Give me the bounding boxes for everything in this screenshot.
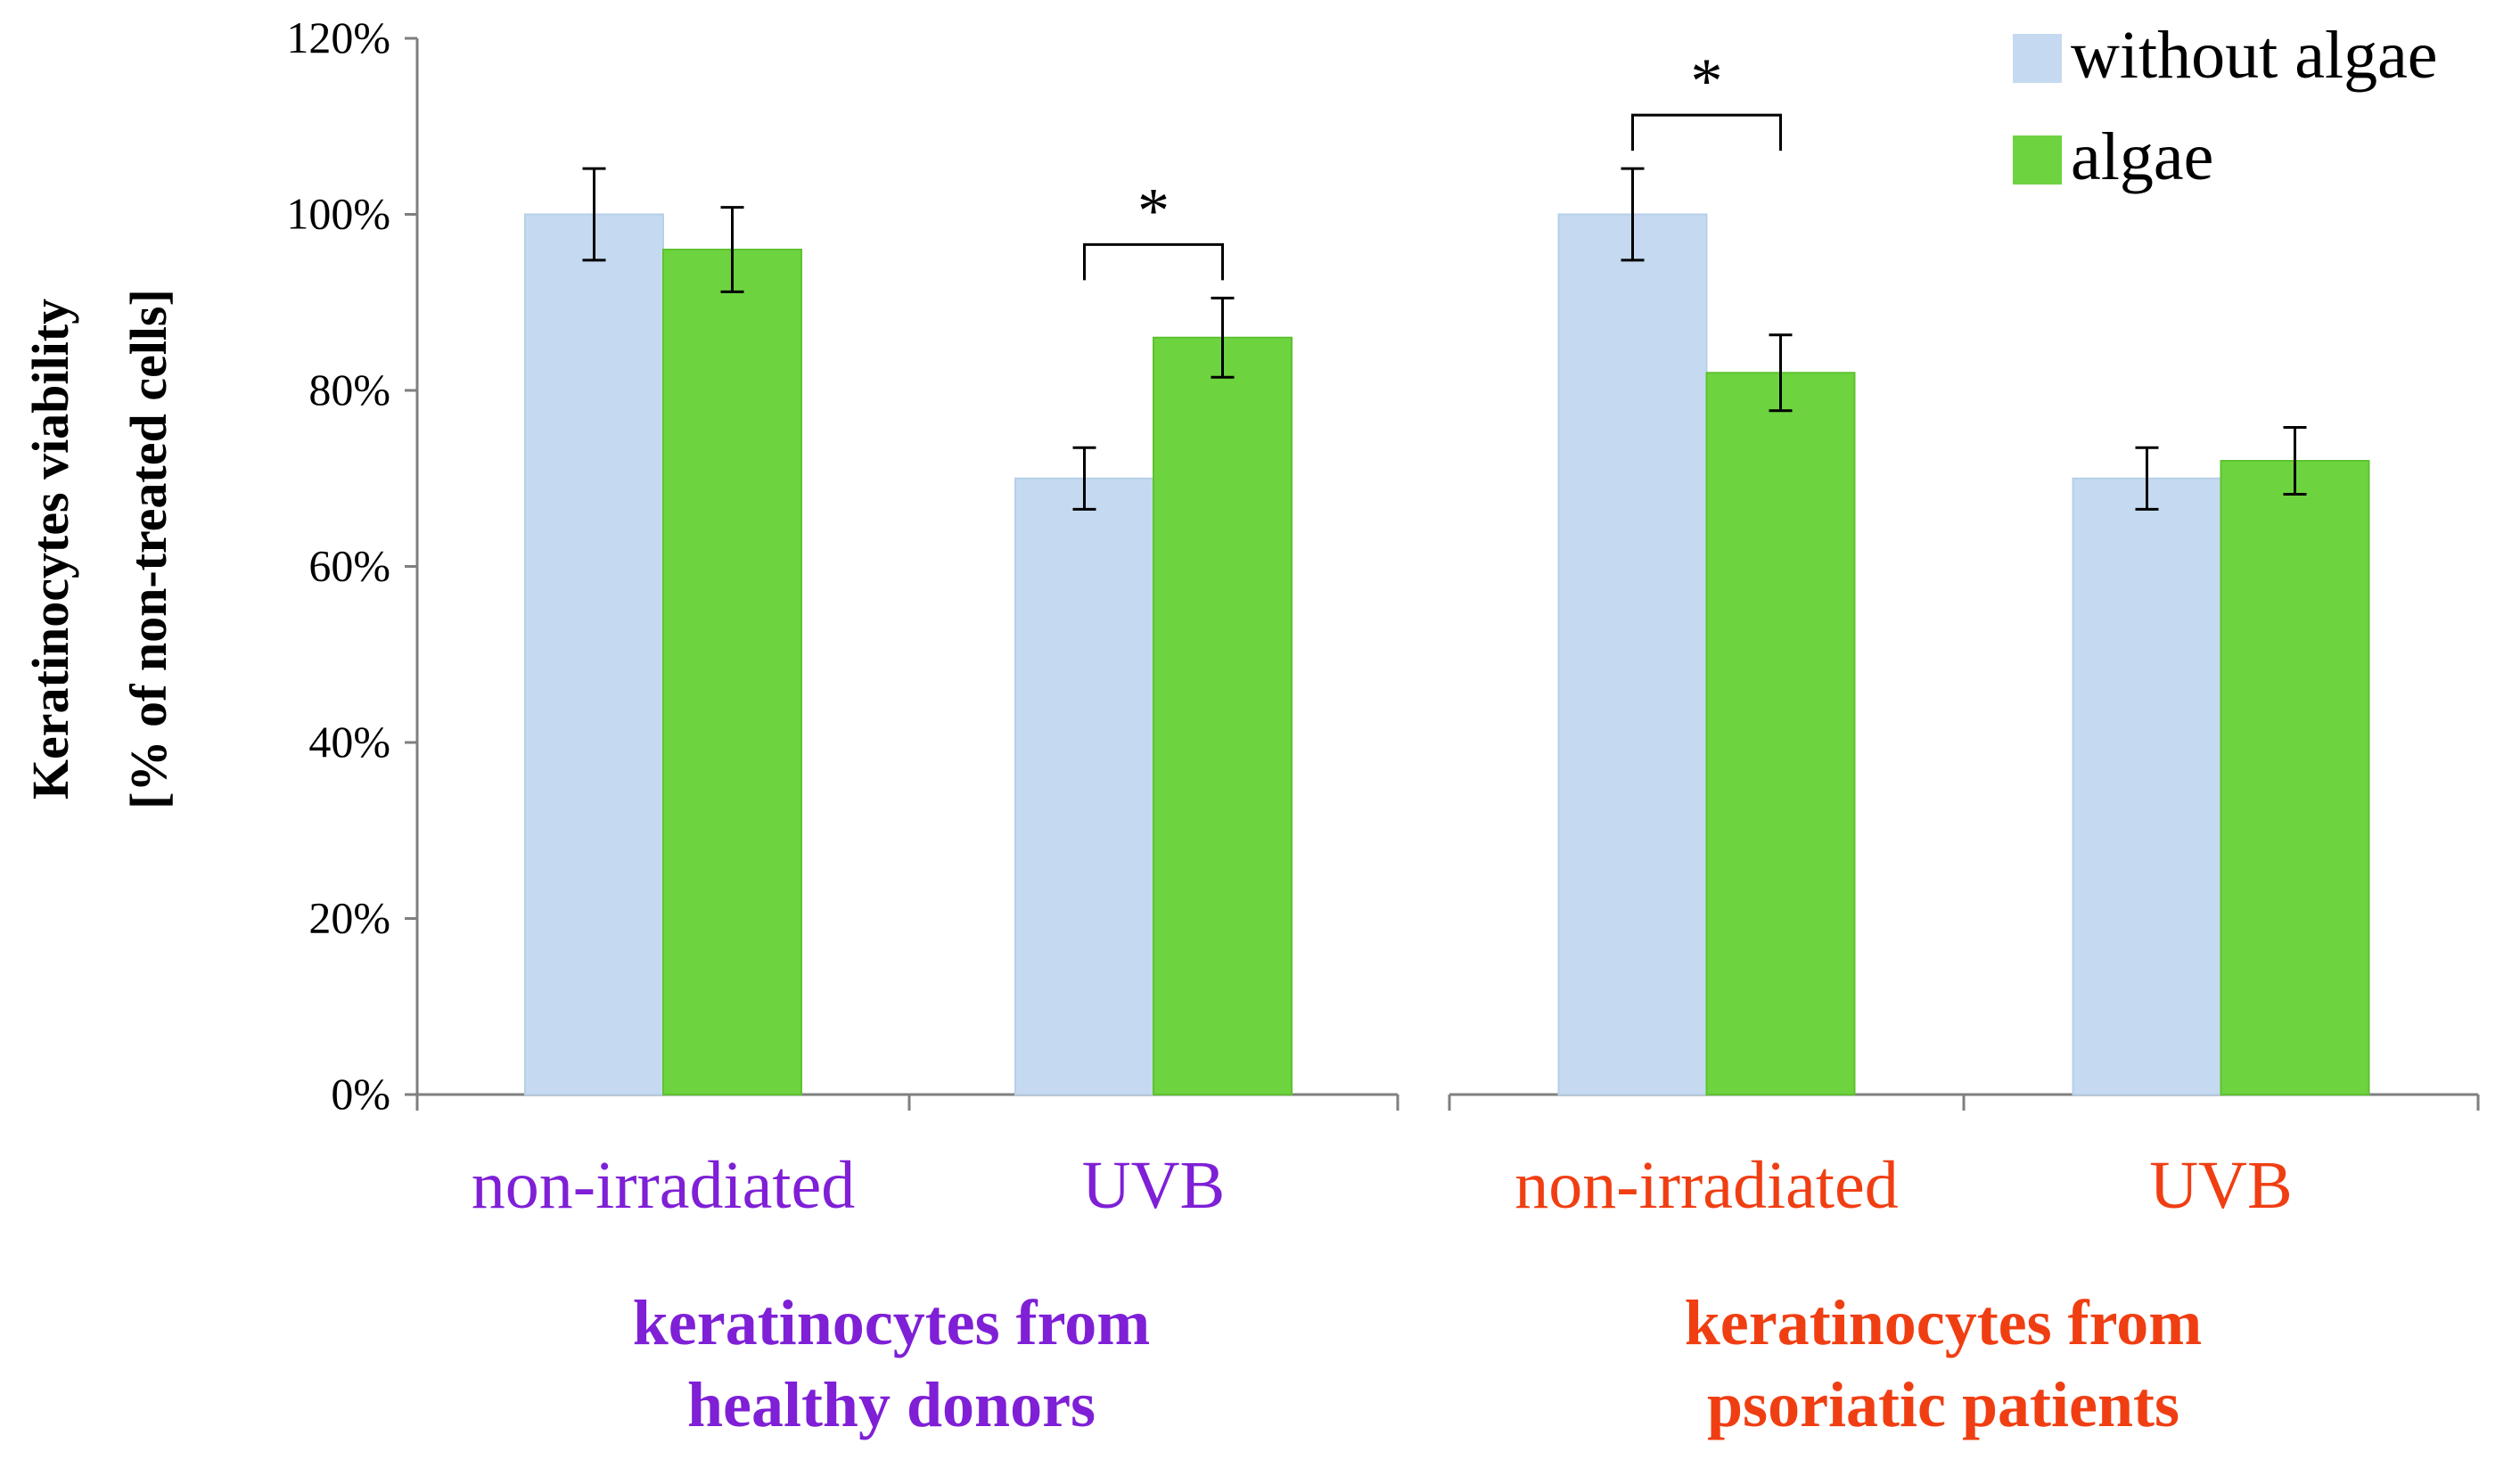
legend-swatch-algae [2013,135,2062,185]
group-label-line-1: keratinocytes from [633,1287,1151,1358]
bar-algae [1153,336,1293,1095]
category-label: non-irradiated [472,1148,855,1223]
bar-algae [1705,372,1856,1095]
bar-algae [2220,460,2370,1095]
category-labels: non-irradiated UVB non-irradiated UVB [472,1148,2293,1223]
bar-without-algae [524,213,664,1095]
category-label: UVB [2149,1148,2292,1223]
legend: without algae algae [2013,18,2438,194]
y-axis-title-line-1: Keratinocytes viability [21,299,79,800]
group-label-line-1: keratinocytes from [1685,1287,2203,1358]
bar-without-algae [1014,477,1154,1095]
y-tick-label: 100% [286,189,390,239]
error-bars [582,167,2307,511]
legend-label: without algae [2071,18,2438,93]
significance-markers: ** [1083,45,1782,281]
bar-without-algae [1557,213,1708,1095]
x-axis [415,1093,2480,1111]
significance-star: * [1137,175,1170,246]
category-label: UVB [1082,1148,1225,1223]
bar-without-algae [2072,477,2222,1095]
group-label-line-2: healthy donors [687,1369,1096,1440]
significance-bracket [1631,113,1782,152]
significance-star: * [1691,45,1723,117]
y-tick-label: 40% [308,717,390,767]
y-axis: 0% 20% 40% 60% 80% 100% 120% [286,12,419,1119]
category-label: non-irradiated [1514,1148,1898,1223]
legend-label: algae [2071,119,2213,194]
group-label-line-2: psoriatic patients [1707,1369,2179,1440]
y-axis-label: Keratinocytes viability [% of non-treated… [21,289,177,809]
y-axis-title-line-2: [% of non-treated cells] [119,289,177,809]
y-tick-label: 120% [286,12,390,62]
y-tick-label: 20% [308,893,390,943]
y-tick-label: 0% [331,1069,390,1119]
significance-bracket [1083,242,1224,281]
y-tick-label: 80% [308,365,390,414]
group-labels: keratinocytes from healthy donors keratino… [633,1287,2203,1440]
bar-algae [662,249,802,1095]
bars [524,213,2370,1095]
legend-swatch-without-algae [2013,34,2062,83]
y-tick-label: 60% [308,541,390,591]
